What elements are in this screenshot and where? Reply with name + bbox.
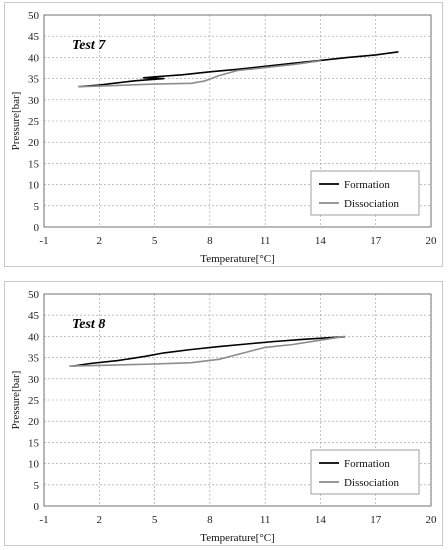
series-line-dissociation [78, 60, 322, 88]
y-tick-label: 40 [28, 52, 40, 64]
y-tick-label: 20 [28, 416, 40, 428]
y-tick-label: 10 [28, 459, 40, 471]
y-tick-label: 25 [28, 116, 40, 128]
x-tick-label: 2 [97, 514, 103, 526]
y-tick-label: 50 [28, 10, 40, 22]
x-axis-title: Temperature[°C] [200, 253, 274, 265]
x-tick-label: 17 [370, 514, 382, 526]
y-tick-label: 20 [28, 137, 40, 149]
y-tick-label: 30 [28, 95, 40, 107]
series-line-dissociation [69, 335, 346, 367]
legend-label: Formation [344, 179, 390, 191]
y-tick-label: 0 [34, 501, 40, 513]
x-tick-label: 17 [370, 235, 382, 247]
y-tick-label: 40 [28, 331, 40, 343]
x-tick-label: 20 [426, 514, 438, 526]
x-tick-label: 5 [152, 235, 158, 247]
series-line-formation [72, 336, 346, 367]
panel-label: Test 8 [72, 317, 105, 332]
legend-label: Dissociation [344, 477, 399, 489]
legend-box [310, 449, 420, 495]
legend: Formation Dissociation [310, 170, 420, 216]
x-tick-label: 11 [260, 235, 271, 247]
y-tick-label: 5 [34, 201, 40, 213]
x-tick-label: -1 [39, 235, 48, 247]
chart-panel-test7: 0 5 10 15 20 25 30 35 40 45 50 -1 2 5 8 11 14 17 20 Tempera… [4, 2, 443, 267]
x-tick-label: 20 [426, 235, 438, 247]
y-tick-label: 50 [28, 289, 40, 301]
x-tick-label: -1 [39, 514, 48, 526]
plot-area-border [43, 14, 432, 228]
plot-area-border [43, 293, 432, 507]
y-axis-title: Pressure[bar] [10, 371, 22, 430]
x-tick-label: 14 [315, 514, 327, 526]
x-tick-label: 14 [315, 235, 327, 247]
panel-label: Test 7 [72, 38, 106, 53]
y-tick-label: 15 [28, 437, 40, 449]
y-tick-label: 15 [28, 158, 40, 170]
y-axis-title: Pressure[bar] [10, 92, 22, 151]
x-tick-label: 11 [260, 514, 271, 526]
x-axis-title: Temperature[°C] [200, 532, 274, 544]
x-tick-label: 5 [152, 514, 158, 526]
legend-label: Dissociation [344, 198, 399, 210]
x-tick-label: 2 [97, 235, 103, 247]
y-tick-label: 5 [34, 480, 40, 492]
series-line-formation [78, 51, 399, 88]
x-tick-label: 8 [207, 235, 213, 247]
y-tick-label: 45 [28, 310, 40, 322]
legend-box [310, 170, 420, 216]
y-tick-label: 0 [34, 222, 40, 234]
chart-panel-test8: 0 5 10 15 20 25 30 35 40 45 50 -1 2 5 8 11 14 17 20 Tempera… [4, 281, 443, 546]
x-tick-label: 8 [207, 514, 213, 526]
y-tick-label: 25 [28, 395, 40, 407]
y-tick-label: 35 [28, 353, 40, 365]
y-tick-label: 35 [28, 74, 40, 86]
y-tick-label: 30 [28, 374, 40, 386]
legend-label: Formation [344, 458, 390, 470]
legend: Formation Dissociation [310, 449, 420, 495]
y-tick-label: 45 [28, 31, 40, 43]
y-tick-label: 10 [28, 180, 40, 192]
